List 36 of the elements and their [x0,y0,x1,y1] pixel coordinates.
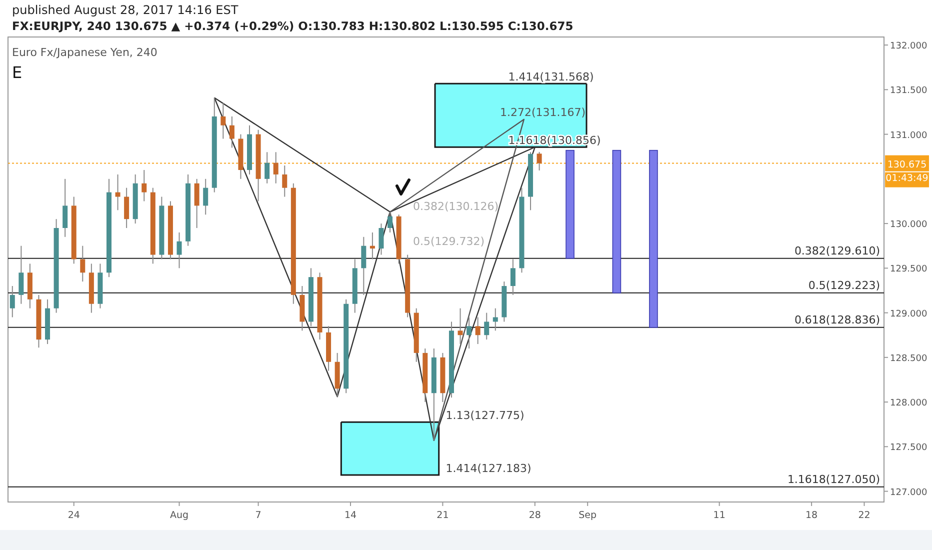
ref-line-label: 130.675 [887,159,927,170]
x-tick-label: 21 [436,510,449,521]
y-tick-label: 128.500 [890,354,928,364]
annotation: 1.414(127.183) [446,462,532,475]
ref-line-label: 0.5(129.223) [808,278,880,292]
x-tick-label: 22 [858,510,870,521]
y-tick-label: 131.500 [890,86,928,96]
text: Euro Fx/Japanese Yen, 240 [12,46,158,59]
annotation: 0.382(130.126) [413,200,499,213]
y-tick-label: 128.000 [890,398,928,409]
chart-title: FX:EURJPY, 240 130.675 ▲ +0.374 (+0.29%) O:130.783 H:130.802 L:130.595 C:130.675 [12,19,574,33]
x-tick-label: Sep [578,510,597,521]
x-tick-label: 7 [255,510,262,521]
x-tick-label: 11 [713,510,726,521]
text: published August 28, 2017 14:16 EST [12,3,239,17]
y-tick-label: 130.000 [890,220,928,230]
y-tick-label: 129.000 [890,309,928,320]
x-tick-label: 28 [528,510,541,521]
annotation: E [12,63,22,82]
annotation: 1.272(131.167) [500,106,586,119]
annotation: 0.5(129.732) [413,235,485,248]
text: 01:43:49 [886,173,928,184]
y-tick-label: 132.000 [890,42,928,52]
y-tick-label: 127.000 [890,488,928,498]
x-tick-label: Aug [170,510,189,521]
x-tick-label: 24 [68,510,80,521]
ref-line-label: 0.618(128.836) [794,313,880,326]
x-tick-label: 14 [344,510,357,521]
y-tick-label: 129.500 [890,264,928,275]
y-tick-label: 131.000 [890,130,928,141]
ref-line-label: 0.382(129.610) [794,244,880,258]
annotation: 1.13(127.775) [446,409,524,422]
ref-line-label: 1.1618(127.050) [787,472,880,486]
y-tick-label: 127.500 [890,443,928,454]
x-tick-label: 18 [806,510,818,521]
annotation: 1.414(131.568) [508,70,594,84]
